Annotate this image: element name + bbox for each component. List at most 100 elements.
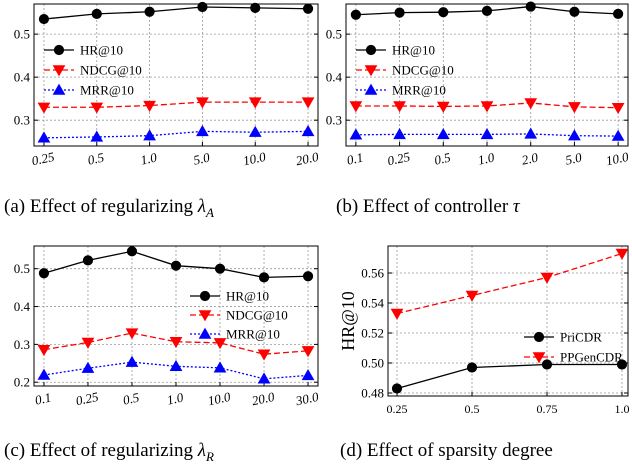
data-point-c-0-3	[170, 260, 182, 271]
data-point-c-1-2	[125, 328, 139, 340]
legend-label-c-0: HR@10	[226, 289, 269, 304]
x-tick-label-a-3: 5.0	[192, 149, 212, 167]
x-tick-label-b-1: 0.25	[386, 149, 412, 169]
legend-marker-b-1	[364, 65, 378, 77]
series-line-d-0	[396, 363, 622, 390]
data-point-a-0-5	[302, 3, 314, 14]
x-tick-label-b-3: 1.0	[477, 149, 497, 167]
data-point-c-1-1	[81, 337, 95, 349]
data-point-c-0-1	[82, 255, 94, 266]
y-tick-label-d-0: 0.48	[361, 386, 384, 401]
legend-label-c-1: NDCG@10	[226, 308, 288, 323]
data-point-b-0-1	[394, 7, 405, 18]
data-point-b-1-3	[480, 101, 494, 113]
x-tick-label-c-1: 0.25	[74, 389, 100, 409]
legend-marker-c-1	[198, 310, 212, 322]
data-point-a-1-1	[90, 102, 104, 114]
legend-label-a-2: MRR@10	[80, 83, 134, 98]
caption-c-symbol: λ	[197, 440, 207, 461]
legend-label-a-0: HR@10	[80, 43, 123, 58]
data-point-b-2-3	[480, 127, 494, 140]
data-point-d-1-2	[540, 272, 554, 284]
x-tick-label-c-0: 0.1	[33, 390, 52, 408]
x-tick-label-b-5: 5.0	[564, 149, 584, 167]
data-point-b-1-2	[436, 101, 450, 113]
y-tick-label-c-0: 0.2	[14, 375, 30, 390]
data-point-a-0-4	[250, 2, 261, 13]
x-tick-label-c-5: 20.0	[250, 389, 276, 409]
data-point-a-2-5	[301, 124, 315, 137]
x-tick-label-a-2: 1.0	[139, 149, 159, 167]
y-tick-label-c-2: 0.4	[14, 299, 31, 314]
data-point-c-1-6	[301, 346, 315, 358]
plot-frame-a	[33, 3, 319, 147]
data-point-b-2-4	[524, 127, 538, 139]
legend-b: HR@10 NDCG@10 MRR@10	[356, 43, 454, 98]
data-point-c-0-2	[126, 246, 138, 257]
data-point-c-2-2	[125, 355, 139, 367]
x-tick-label-a-1: 0.5	[86, 149, 106, 167]
y-tick-label-d-3: 0.54	[361, 296, 384, 311]
legend-marker-b-2	[364, 83, 378, 95]
data-point-b-2-1	[393, 127, 406, 140]
legend-marker-c-2	[198, 327, 212, 339]
data-point-c-2-0	[37, 368, 51, 380]
legend-marker-a-2	[52, 83, 66, 95]
data-point-c-1-0	[37, 344, 51, 357]
data-point-a-1-2	[143, 100, 156, 112]
x-tick-label-a-5: 20.0	[294, 149, 320, 169]
caption-c-label: (c)	[4, 440, 26, 461]
data-point-a-2-1	[90, 130, 104, 142]
data-point-c-1-3	[169, 337, 183, 349]
data-point-a-2-3	[196, 124, 209, 137]
data-point-a-2-0	[37, 131, 51, 143]
data-point-b-2-2	[436, 127, 450, 140]
data-point-d-1-1	[465, 290, 479, 302]
data-point-b-1-4	[524, 98, 538, 110]
data-point-b-0-3	[481, 5, 493, 16]
x-tick-label-c-6: 30.0	[293, 389, 320, 409]
data-point-a-1-4	[248, 97, 262, 109]
data-point-b-2-6	[611, 129, 625, 141]
data-point-a-0-1	[91, 8, 102, 19]
caption-b-label: (b)	[336, 196, 359, 217]
data-point-c-0-4	[214, 263, 226, 274]
x-tick-label-c-4: 10.0	[206, 389, 232, 409]
data-point-d-1-0	[390, 308, 404, 320]
data-point-c-1-5	[257, 349, 271, 361]
data-point-b-1-1	[393, 101, 406, 113]
y-tick-label-a-2: 0.5	[14, 27, 30, 42]
caption-b: (b) Effect of controller τ	[336, 196, 520, 218]
x-tick-label-a-0: 0.25	[30, 149, 56, 169]
legend-marker-b-0	[365, 44, 377, 56]
data-point-d-0-1	[466, 362, 478, 373]
legend-label-a-1: NDCG@10	[80, 63, 142, 78]
y-tick-label-b-2: 0.5	[326, 27, 342, 42]
caption-c-sub: R	[206, 448, 214, 464]
legend-marker-a-1	[52, 65, 66, 77]
legend-label-d-0: PriCDR	[560, 330, 602, 345]
y-tick-label-b-0: 0.3	[326, 113, 342, 128]
data-point-d-1-3	[615, 248, 629, 260]
chart-panel-a: 0.3 0.4 0.5 0.25 0.5 1.0 5.0 10.0 20.0 HR@10 NDCG@…	[14, 1, 320, 169]
data-point-c-2-5	[257, 372, 271, 384]
caption-a-sub: A	[206, 204, 214, 220]
data-point-b-0-4	[525, 1, 536, 12]
y-tick-label-c-3: 0.5	[14, 261, 30, 276]
y-tick-label-a-1: 0.4	[14, 70, 31, 85]
y-tick-label-a-0: 0.3	[14, 113, 30, 128]
caption-b-text: Effect of controller	[362, 196, 509, 217]
legend-label-b-2: MRR@10	[392, 83, 446, 98]
x-tick-label-b-6: 10.0	[605, 149, 631, 169]
data-point-c-2-3	[169, 359, 183, 372]
x-tick-label-d-0: 0.25	[387, 402, 408, 416]
series-line-a-1	[43, 101, 309, 108]
x-tick-label-c-3: 1.0	[166, 389, 186, 407]
x-tick-label-d-2: 0.75	[537, 402, 558, 416]
x-tick-label-c-2: 0.5	[122, 389, 142, 407]
caption-a-label: (a)	[4, 196, 26, 217]
series-line-a-2	[43, 130, 309, 139]
y-axis-label-d: HR@10	[338, 291, 358, 351]
caption-b-symbol: τ	[512, 196, 520, 217]
